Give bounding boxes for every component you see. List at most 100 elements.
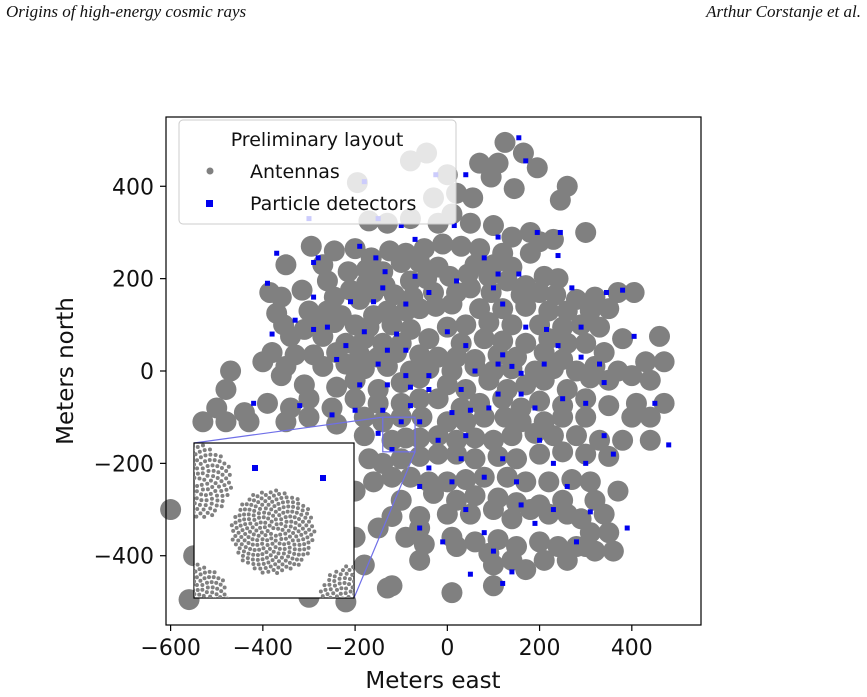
inset-antenna-dot: [299, 532, 304, 537]
inset-antenna-dot: [309, 532, 314, 537]
antenna-point: [575, 221, 597, 243]
inset-antenna-dot: [279, 536, 284, 541]
inset-antenna-dot: [355, 611, 359, 615]
inset-antenna-dot: [242, 512, 247, 517]
inset-antenna-dot: [210, 463, 215, 468]
inset-antenna-dot: [250, 542, 255, 547]
inset-antenna-dot: [209, 617, 213, 621]
inset-antenna-dot: [290, 495, 295, 500]
antenna-point: [381, 314, 403, 336]
inset-antenna-dot: [279, 555, 284, 560]
detector-point: [407, 384, 413, 390]
detector-point: [361, 329, 367, 335]
inset-antenna-dot: [286, 541, 291, 546]
inset-antenna-dot: [167, 456, 171, 460]
inset-antenna-dot: [246, 512, 251, 517]
inset-antenna-dot: [183, 629, 187, 633]
antenna-point: [506, 448, 528, 470]
detector-point: [403, 373, 409, 379]
antenna-point: [515, 471, 537, 493]
inset-antenna-dot: [169, 613, 173, 617]
inset-antenna-dot: [251, 513, 256, 518]
inset-antenna-dot: [333, 614, 337, 618]
inset-antenna-dot: [293, 520, 298, 525]
antenna-point: [363, 471, 385, 493]
inset-antenna-dot: [178, 577, 182, 581]
inset-antenna-dot: [199, 608, 203, 612]
inset-antenna-dot: [172, 457, 176, 461]
detector-point: [543, 326, 549, 332]
inset-antenna-dot: [194, 565, 196, 569]
inset-antenna-dot: [251, 552, 256, 557]
inset-antenna-dot: [198, 455, 203, 460]
inset-antenna-dot: [197, 567, 202, 572]
inset-antenna-dot: [270, 541, 275, 546]
inset-antenna-dot: [260, 570, 265, 575]
inset-antenna-dot: [342, 576, 347, 581]
antenna-point: [494, 406, 516, 428]
detector-point: [384, 382, 390, 388]
antenna-point: [455, 469, 477, 491]
inset-antenna-dot: [242, 507, 247, 512]
inset-antenna-dot: [280, 562, 285, 567]
inset-antenna-dot: [294, 534, 299, 539]
inset-antenna-dot: [286, 504, 291, 509]
inset-antenna-dot: [374, 618, 378, 622]
inset-antenna-dot: [379, 609, 383, 613]
inset-antenna-dot: [199, 498, 204, 503]
inset-antenna-dot: [228, 485, 233, 490]
inset-antenna-dot: [183, 576, 187, 580]
inset-antenna-dot: [294, 557, 299, 562]
inset-antenna-dot: [283, 524, 288, 529]
inset-antenna-dot: [320, 594, 325, 598]
inset-antenna-dot: [352, 592, 354, 597]
inset-antenna-dot: [178, 476, 182, 480]
inset-antenna-dot: [231, 528, 236, 533]
detector-point: [557, 229, 563, 235]
inset-antenna-dot: [220, 578, 225, 583]
inset-antenna-dot: [338, 614, 342, 618]
inset-antenna-dot: [345, 617, 349, 621]
detector-point: [467, 407, 473, 413]
inset-antenna-dot: [276, 559, 281, 564]
inset-antenna-dot: [346, 595, 351, 598]
y-tick-label: −200: [94, 452, 154, 477]
inset-antenna-dot: [218, 605, 222, 609]
inset-antenna-dot: [175, 594, 179, 598]
inset-antenna-dot: [194, 629, 198, 633]
inset-antenna-dot: [182, 514, 186, 518]
detector-point: [357, 382, 363, 388]
detector-point: [541, 361, 547, 367]
inset-antenna-dot: [203, 618, 207, 622]
antenna-point: [409, 298, 431, 320]
inset-antenna-dot: [202, 570, 207, 575]
antenna-point: [584, 540, 606, 562]
inset-antenna-dot: [217, 459, 222, 464]
inset-antenna-dot: [158, 485, 162, 489]
inset-antenna-dot: [310, 538, 315, 543]
inset-antenna-dot: [214, 614, 218, 618]
inset-antenna-dot: [243, 522, 248, 527]
inset-antenna-dot: [226, 464, 231, 469]
inset-antenna-dot: [194, 569, 198, 574]
antenna-point: [503, 178, 525, 200]
inset-antenna-dot: [252, 547, 257, 552]
inset-antenna-dot: [198, 578, 203, 583]
antenna-point: [519, 242, 541, 264]
inset-antenna-dot: [272, 504, 277, 509]
detector-point: [550, 460, 556, 466]
inset-antenna-dot: [205, 625, 209, 629]
antenna-point: [579, 471, 601, 493]
detector-point: [500, 456, 506, 462]
inset-antenna-dot: [200, 471, 205, 476]
inset-antenna-dot: [369, 617, 373, 621]
inset-antenna-dot: [296, 538, 301, 543]
inset-antenna-dot: [376, 576, 380, 580]
inset-antenna-dot: [203, 493, 208, 498]
inset-antenna-dot: [167, 583, 171, 587]
inset-antenna-dot: [184, 447, 188, 451]
detector-point: [373, 255, 379, 261]
inset-antenna-dot: [297, 542, 302, 547]
inset-antenna-dot: [210, 513, 215, 518]
inset-antenna-dot: [300, 519, 305, 524]
